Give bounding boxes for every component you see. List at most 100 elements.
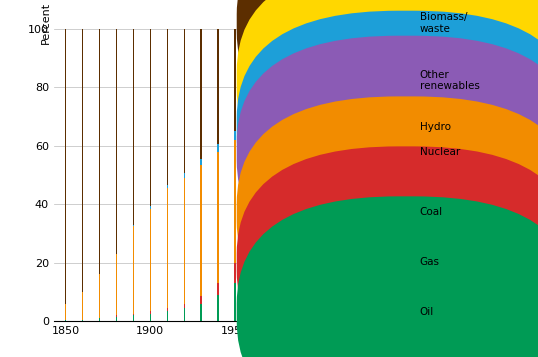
Bar	[302, 216, 303, 321]
Bar	[353, 64, 354, 72]
Bar	[268, 99, 270, 178]
Bar	[235, 283, 236, 321]
Bar	[251, 112, 252, 122]
Bar	[370, 75, 371, 90]
Bar	[285, 163, 286, 210]
Bar	[319, 83, 320, 102]
Bar	[302, 29, 303, 65]
Bar	[167, 308, 168, 311]
Bar	[116, 316, 117, 317]
Bar	[268, 219, 270, 321]
Bar	[285, 68, 286, 83]
Bar	[116, 317, 117, 321]
Bar	[285, 83, 286, 93]
Bar	[82, 320, 83, 321]
Bar	[319, 26, 320, 64]
Bar	[133, 316, 134, 321]
Bar	[285, 93, 286, 163]
Bar	[235, 29, 236, 131]
Text: Oil: Oil	[420, 307, 434, 317]
Bar	[251, 122, 252, 231]
Bar	[65, 304, 66, 320]
Bar	[217, 295, 218, 321]
Bar	[167, 188, 168, 308]
Bar	[150, 314, 151, 321]
Bar	[133, 226, 134, 314]
Bar	[302, 99, 303, 163]
Bar	[302, 163, 303, 216]
Bar	[65, 29, 66, 304]
Bar	[201, 296, 202, 304]
Bar	[183, 304, 185, 308]
Bar	[217, 283, 218, 295]
Bar	[99, 318, 100, 321]
Bar	[167, 29, 168, 185]
Bar	[217, 151, 218, 283]
Bar	[235, 140, 236, 263]
Bar	[201, 29, 202, 159]
Bar	[150, 311, 151, 314]
Text: Gas: Gas	[420, 257, 440, 267]
Bar	[133, 225, 134, 226]
Bar	[336, 70, 337, 84]
Bar	[336, 29, 337, 64]
Bar	[353, 87, 354, 102]
Bar	[336, 175, 337, 233]
Bar	[217, 29, 218, 144]
Bar	[285, 29, 286, 68]
Text: Biomass/
waste: Biomass/ waste	[420, 12, 467, 34]
Bar	[336, 64, 337, 70]
Bar	[370, 236, 371, 321]
Bar	[353, 72, 354, 87]
Bar	[82, 292, 83, 320]
Bar	[336, 84, 337, 102]
Bar	[235, 131, 236, 140]
Y-axis label: Percent: Percent	[40, 2, 51, 44]
Bar	[353, 29, 354, 64]
Bar	[133, 314, 134, 316]
Bar	[217, 144, 218, 151]
Bar	[353, 233, 354, 321]
Bar	[336, 233, 337, 321]
Bar	[167, 185, 168, 188]
Bar	[150, 208, 151, 311]
Text: Coal: Coal	[420, 207, 443, 217]
Bar	[150, 206, 151, 208]
Bar	[251, 29, 252, 112]
Bar	[370, 29, 371, 61]
Bar	[268, 178, 270, 219]
Bar	[353, 169, 354, 233]
Bar	[116, 29, 117, 254]
Bar	[302, 67, 303, 83]
Bar	[251, 257, 252, 321]
Bar	[201, 165, 202, 296]
Bar	[235, 263, 236, 283]
Bar	[201, 159, 202, 165]
Bar	[201, 304, 202, 321]
Bar	[251, 231, 252, 257]
Bar	[302, 65, 303, 67]
Bar	[268, 96, 270, 99]
Bar	[183, 178, 185, 304]
Text: Other
renewables: Other renewables	[420, 70, 479, 91]
Bar	[370, 105, 371, 169]
Bar	[370, 169, 371, 236]
Bar	[319, 102, 320, 163]
Bar	[319, 163, 320, 219]
Bar	[133, 29, 134, 225]
Bar	[183, 308, 185, 321]
Text: Hydro: Hydro	[420, 122, 451, 132]
Bar	[99, 29, 100, 275]
Bar	[302, 83, 303, 99]
Bar	[183, 29, 185, 174]
Bar	[370, 61, 371, 75]
Bar	[65, 320, 66, 321]
Bar	[82, 29, 83, 292]
Bar	[268, 84, 270, 96]
Text: Nuclear: Nuclear	[420, 147, 460, 157]
Bar	[319, 67, 320, 83]
Bar	[183, 174, 185, 178]
Bar	[150, 29, 151, 206]
Bar	[319, 219, 320, 321]
Bar	[319, 64, 320, 67]
